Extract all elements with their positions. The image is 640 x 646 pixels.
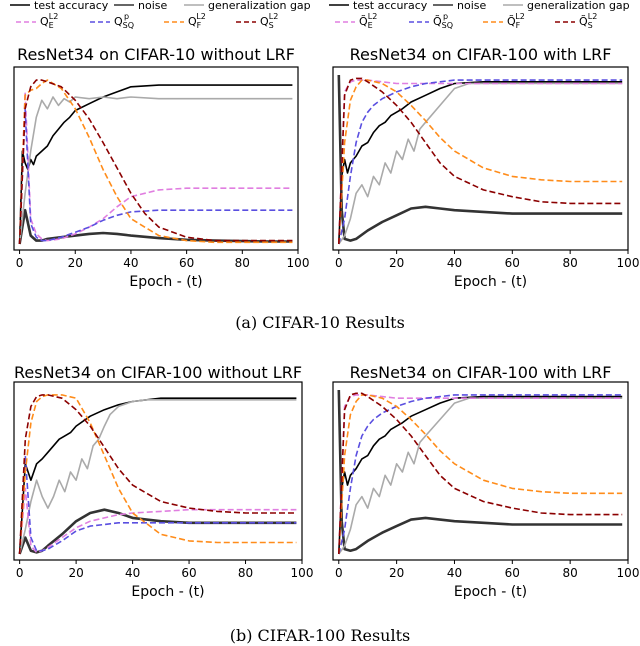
series-line-qe <box>338 79 623 245</box>
chart-3: ResNet34 on CIFAR-100 without LRF 0 20 40 60… <box>13 363 314 600</box>
legend-label-qs: Q̃SL2 <box>579 12 597 30</box>
series-line-gap <box>338 82 623 245</box>
chart-title: ResNet34 on CIFAR-100 without LRF <box>14 363 302 382</box>
x-tick-label: 60 <box>505 566 520 580</box>
series-line-qsq <box>18 108 293 245</box>
legend-label-qf: Q̃FL2 <box>507 12 525 30</box>
series-line-qe <box>18 91 293 245</box>
series-line-qe <box>18 487 297 555</box>
x-axis-label: Epoch - (t) <box>454 584 527 600</box>
chart-4: ResNet34 on CIFAR-100 with LRF 0 20 40 60 80 1… <box>332 363 640 600</box>
series-line-qs <box>18 394 297 555</box>
x-tick-label: 0 <box>16 256 24 270</box>
x-tick-label: 100 <box>617 256 640 270</box>
x-tick-label: 100 <box>287 256 310 270</box>
series-line-qs <box>338 77 623 245</box>
series-line-qf <box>338 394 623 555</box>
x-tick-label: 40 <box>123 256 138 270</box>
plot-frame <box>332 66 629 251</box>
x-tick-label: 40 <box>447 566 462 580</box>
plot-frame <box>13 66 299 251</box>
legend-label-noise: noise <box>457 0 486 12</box>
series-line-qf <box>18 79 293 245</box>
x-tick-label: 40 <box>447 256 462 270</box>
x-tick-label: 60 <box>181 566 196 580</box>
legend-label-generalization-gap: generalization gap <box>527 0 630 12</box>
series-line-noise <box>337 74 623 242</box>
x-tick-label: 20 <box>389 256 404 270</box>
x-tick-label: 60 <box>179 256 194 270</box>
x-tick-label: 80 <box>235 256 250 270</box>
series-line-qf <box>18 394 297 555</box>
x-tick-label: 0 <box>335 566 343 580</box>
x-tick-label: 20 <box>68 566 83 580</box>
series-line-accuracy <box>338 395 623 555</box>
series-line-accuracy <box>338 81 623 245</box>
legend-label-qs: QSL2 <box>260 12 278 30</box>
legend-label-qsq: Q̃SQp <box>433 12 453 30</box>
plot-frame <box>13 381 303 561</box>
chart-title: ResNet34 on CIFAR-100 with LRF <box>350 363 612 382</box>
x-axis-label: Epoch - (t) <box>129 274 202 290</box>
chart-1: ResNet34 on CIFAR-10 without LRF 0 20 40 60 8… <box>10 0 311 290</box>
x-tick-label: 100 <box>617 566 640 580</box>
series-line-qf <box>338 79 623 245</box>
legend-label-qe: QEL2 <box>40 12 58 30</box>
legend: test accuracy noise generalization gap Q̃EL… <box>329 0 630 30</box>
x-tick-label: 0 <box>16 566 24 580</box>
x-tick-label: 80 <box>563 566 578 580</box>
x-tick-label: 80 <box>563 256 578 270</box>
x-tick-label: 80 <box>238 566 253 580</box>
series-line-accuracy <box>18 397 297 555</box>
chart-2: ResNet34 on CIFAR-100 with LRF 0 20 40 60 80 1… <box>329 0 639 290</box>
x-tick-label: 60 <box>505 256 520 270</box>
x-tick-label: 20 <box>389 566 404 580</box>
series-line-qs <box>18 79 293 245</box>
x-tick-label: 40 <box>125 566 140 580</box>
series-line-noise <box>18 208 293 245</box>
series-line-qsq <box>338 394 623 555</box>
series-line-qs <box>338 392 623 555</box>
legend-label-test-accuracy: test accuracy <box>34 0 109 12</box>
series-line-noise <box>337 389 623 553</box>
series-line-qsq <box>18 454 297 555</box>
x-axis-label: Epoch - (t) <box>131 584 204 600</box>
legend-label-qf: QFL2 <box>188 12 206 30</box>
series-line-gap <box>18 398 297 555</box>
legend-label-qe: Q̃EL2 <box>359 12 377 30</box>
x-tick-label: 20 <box>68 256 83 270</box>
series-line-qsq <box>338 79 623 245</box>
chart-title: ResNet34 on CIFAR-100 with LRF <box>350 45 612 64</box>
x-axis-label: Epoch - (t) <box>454 274 527 290</box>
legend-label-test-accuracy: test accuracy <box>353 0 428 12</box>
plot-frame <box>332 381 629 561</box>
series-line-qe <box>338 394 623 555</box>
figure-caption: (b) CIFAR-100 Results <box>230 626 411 645</box>
legend-label-generalization-gap: generalization gap <box>208 0 311 12</box>
x-tick-label: 0 <box>335 256 343 270</box>
series-line-accuracy <box>18 84 293 245</box>
series-line-gap <box>338 397 623 555</box>
legend-label-noise: noise <box>138 0 167 12</box>
chart-title: ResNet34 on CIFAR-10 without LRF <box>17 45 295 64</box>
series-line-gap <box>18 96 293 245</box>
legend: test accuracy noise generalization gap QEL2… <box>10 0 311 30</box>
x-tick-label: 100 <box>291 566 314 580</box>
figure-caption: (a) CIFAR-10 Results <box>235 313 405 332</box>
legend-label-qsq: QSQp <box>114 12 134 30</box>
